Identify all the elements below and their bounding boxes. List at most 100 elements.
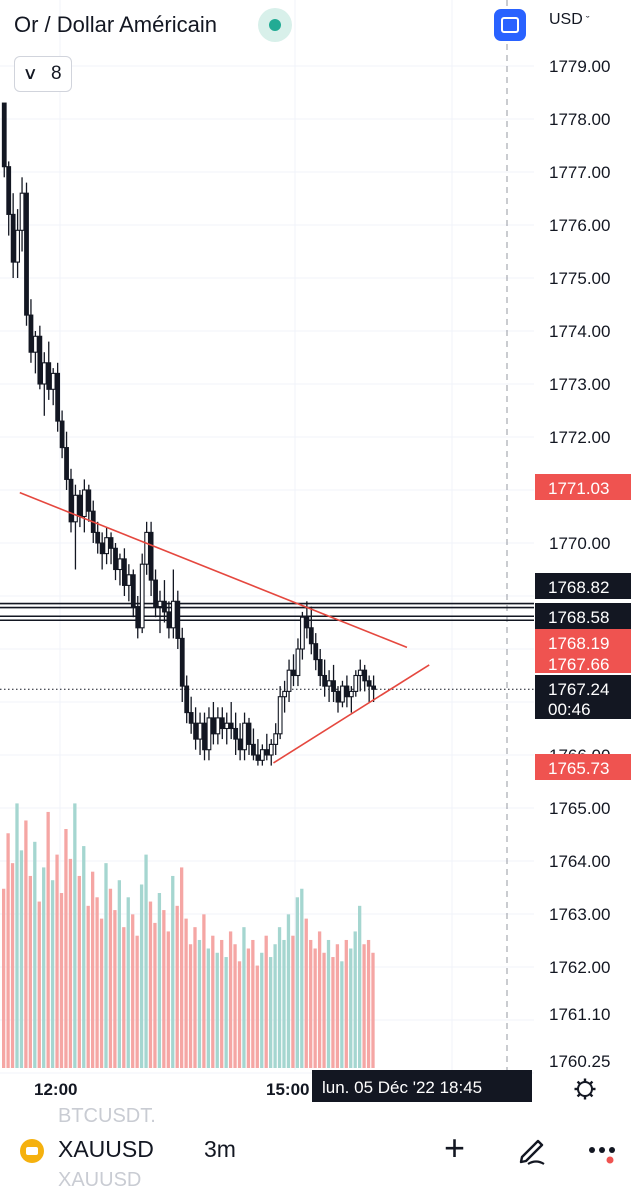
volume-bar	[15, 803, 19, 1068]
candle-body	[1, 102, 7, 168]
time-axis: 12:00 15:00 lun. 05 Déc '22 18:45	[34, 1070, 596, 1102]
volume-bar	[99, 918, 104, 1068]
volume-bar	[95, 897, 99, 1068]
candle	[259, 744, 265, 766]
fullscreen-button[interactable]	[494, 9, 526, 41]
price-label: 1768.58	[535, 603, 631, 632]
indicators-count: 8	[51, 63, 62, 84]
candle	[162, 580, 167, 623]
volume-bar	[304, 918, 308, 1068]
candle	[340, 680, 345, 708]
candle-body	[331, 680, 336, 692]
symbol-list-next[interactable]: XAUUSD	[58, 1169, 142, 1191]
candle	[184, 675, 190, 724]
candle-body	[19, 192, 25, 231]
candle	[144, 521, 150, 575]
candle-body	[277, 696, 283, 735]
candle-body	[37, 335, 43, 385]
volume-bar	[42, 867, 46, 1068]
symbol-list-previous[interactable]: BTCUSDT.	[58, 1105, 156, 1127]
candle	[317, 649, 323, 687]
candle-body	[193, 722, 199, 740]
candle	[86, 484, 92, 522]
candle-body	[219, 717, 225, 730]
volume-bar	[162, 910, 166, 1068]
candle	[273, 723, 279, 755]
candle-body	[299, 616, 305, 650]
volume-bar	[317, 931, 322, 1068]
candle	[193, 707, 199, 750]
volume-bar	[122, 927, 126, 1068]
candle	[73, 484, 78, 570]
currency-selector[interactable]: USD ˇ	[549, 11, 590, 29]
candle	[357, 659, 363, 692]
price-tick-label: 1764.00	[549, 852, 610, 871]
candle-body	[135, 606, 141, 629]
chart-header: Or / Dollar Américain USD ˇ	[0, 0, 638, 50]
candle-body	[126, 574, 132, 586]
candle-body	[50, 372, 56, 390]
price-label: 1768.19	[535, 629, 631, 653]
indicators-toggle-button[interactable]: ∨ 8	[14, 56, 72, 92]
candle-body	[10, 213, 16, 263]
volume-bar	[166, 931, 170, 1068]
candle	[175, 590, 181, 649]
candle	[99, 532, 105, 570]
descending-resistance-trendline	[19, 491, 408, 649]
volume-bar	[6, 833, 10, 1068]
candle	[148, 521, 154, 596]
volume-bar	[139, 884, 144, 1068]
candle-body	[282, 690, 288, 698]
volume-bar	[260, 952, 264, 1068]
candle	[135, 596, 141, 639]
candle	[170, 569, 176, 639]
candle-body	[108, 537, 114, 549]
volume-bar	[33, 841, 37, 1068]
volume-bar	[246, 948, 251, 1068]
candle	[295, 638, 301, 687]
candle-body	[202, 722, 207, 751]
candle	[246, 717, 252, 755]
candle	[55, 362, 61, 432]
candle	[371, 675, 377, 702]
volume-bar	[335, 944, 340, 1068]
more-icon[interactable]	[584, 1135, 624, 1165]
candle-body	[251, 743, 256, 756]
candle-body	[344, 685, 350, 698]
market-status[interactable]	[258, 8, 292, 42]
candle	[41, 352, 47, 416]
candle	[197, 712, 203, 755]
volume-bar	[171, 875, 175, 1068]
candle-body	[291, 669, 296, 677]
volume-bar	[175, 905, 179, 1068]
candle-body	[99, 542, 105, 555]
candle	[268, 739, 274, 766]
interval-button[interactable]: 3m	[204, 1136, 236, 1162]
candle	[6, 161, 12, 236]
candle	[255, 739, 261, 766]
candle-body	[139, 563, 145, 629]
candle-body	[95, 531, 101, 544]
volume-bar	[55, 854, 59, 1068]
volume-bar	[2, 888, 6, 1068]
gear-icon[interactable]	[574, 1078, 596, 1100]
pencil-icon[interactable]	[514, 1131, 550, 1167]
gear-tooth	[589, 1093, 594, 1098]
price-label-box	[535, 675, 631, 719]
symbol-title[interactable]: Or / Dollar Américain	[14, 12, 217, 37]
plus-icon[interactable]: +	[444, 1127, 466, 1168]
time-tick-label: 15:00	[266, 1080, 309, 1099]
crosshair-time-label: lun. 05 Déc '22 18:45	[322, 1078, 482, 1097]
volume-bar	[135, 935, 139, 1068]
candle-body	[162, 600, 167, 613]
volume-bar	[371, 952, 375, 1068]
symbol-ticker[interactable]: XAUUSD	[58, 1136, 154, 1162]
price-tick-label: 1761.10	[549, 1005, 610, 1024]
volume-bars	[2, 803, 375, 1068]
candle-body	[304, 616, 310, 629]
volume-bar	[188, 944, 193, 1068]
volume-bar	[117, 880, 121, 1068]
price-tick-label: 1778.00	[549, 110, 610, 129]
candle	[313, 633, 319, 671]
